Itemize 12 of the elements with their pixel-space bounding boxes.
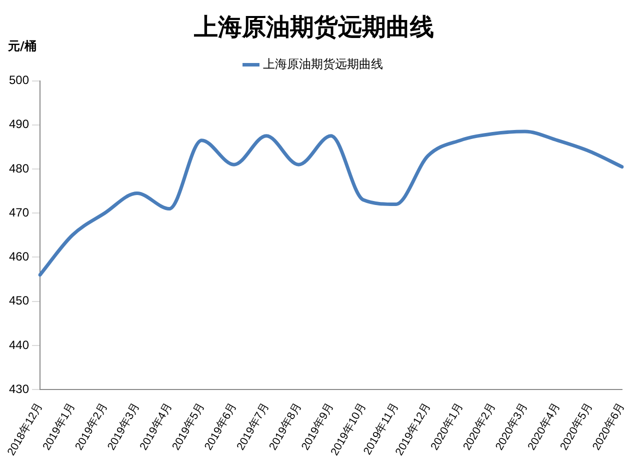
line-series xyxy=(38,130,624,277)
y-tick-label: 430 xyxy=(8,382,30,396)
y-tick-label: 490 xyxy=(8,117,30,132)
chart-title: 上海原油期货远期曲线 xyxy=(193,14,434,42)
y-tick-label: 440 xyxy=(8,338,30,352)
y-tick-label: 450 xyxy=(8,294,30,308)
legend-label: 上海原油期货远期曲线 xyxy=(263,57,383,72)
y-tick-label: 470 xyxy=(8,205,30,220)
y-tick-label: 480 xyxy=(8,161,30,176)
y-tick-label: 500 xyxy=(8,73,30,88)
y-axis-title: 元/桶 xyxy=(7,39,36,54)
y-tick-label: 460 xyxy=(8,250,30,264)
